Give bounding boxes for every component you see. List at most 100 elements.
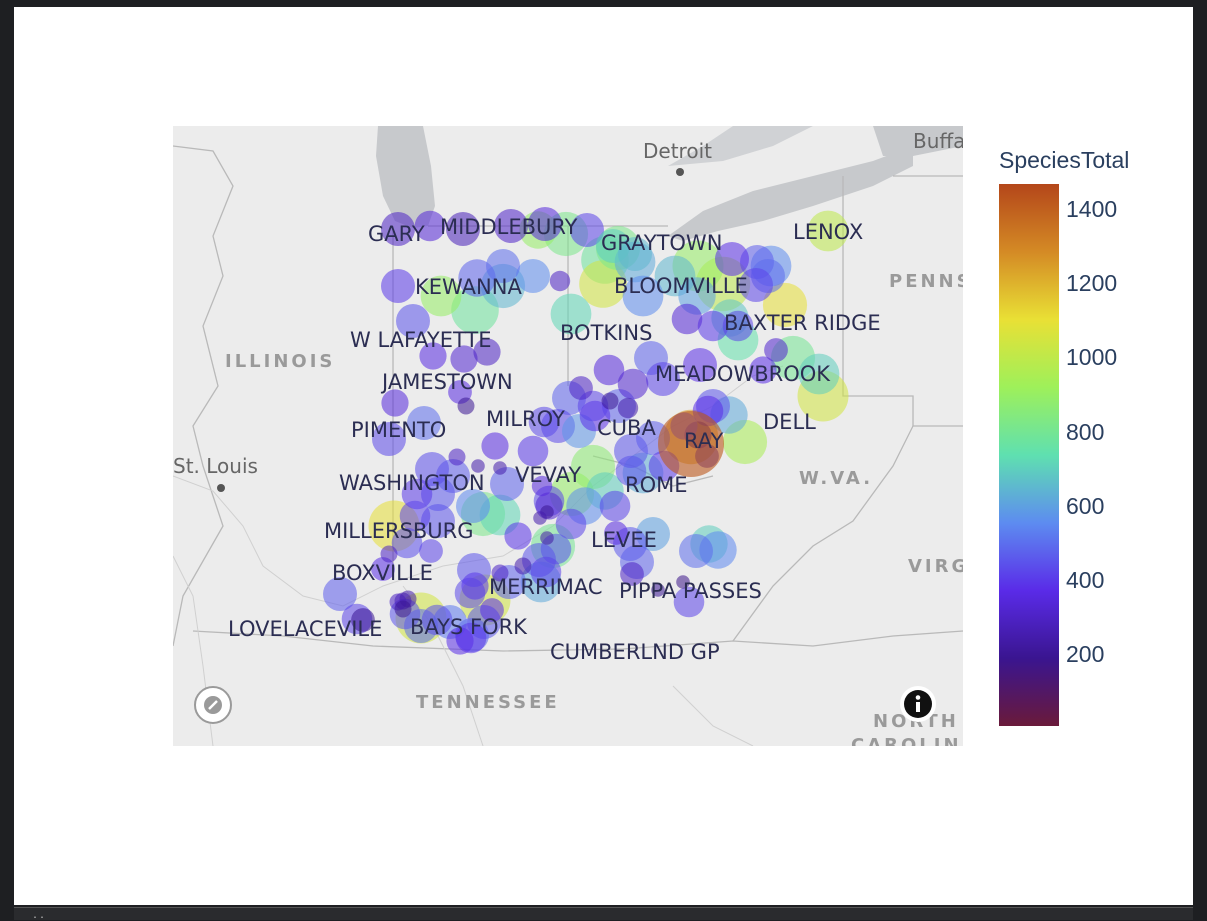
site-bubble[interactable] xyxy=(473,338,501,366)
city-st-louis: St. Louis xyxy=(173,454,258,478)
site-bubble[interactable] xyxy=(381,212,415,246)
site-bubble[interactable] xyxy=(517,435,549,467)
site-bubble[interactable] xyxy=(798,353,840,395)
site-bubble[interactable] xyxy=(414,210,446,242)
site-bubble[interactable] xyxy=(533,511,547,525)
site-bubble[interactable] xyxy=(569,376,593,400)
site-bubble[interactable] xyxy=(617,397,639,419)
site-bubble[interactable] xyxy=(446,212,480,246)
site-label: BAXTER RIDGE xyxy=(724,311,881,335)
site-bubble[interactable] xyxy=(646,362,680,396)
site-bubble[interactable] xyxy=(486,249,520,283)
detroit-marker xyxy=(676,168,684,176)
site-label: MILROY xyxy=(486,407,565,431)
info-icon[interactable] xyxy=(899,685,937,723)
site-bubble[interactable] xyxy=(456,489,490,523)
site-bubble[interactable] xyxy=(399,500,431,532)
site-bubble[interactable] xyxy=(415,452,449,486)
site-bubble[interactable] xyxy=(593,354,625,386)
site-bubble[interactable] xyxy=(391,527,423,559)
site-bubble[interactable] xyxy=(555,508,587,540)
site-bubble[interactable] xyxy=(601,392,619,410)
site-bubble[interactable] xyxy=(372,422,406,456)
site-bubble[interactable] xyxy=(494,209,528,243)
site-bubble[interactable] xyxy=(617,368,649,400)
site-bubble[interactable] xyxy=(764,338,788,362)
site-bubble[interactable] xyxy=(550,293,592,335)
site-bubble[interactable] xyxy=(421,604,453,636)
site-bubble[interactable] xyxy=(480,598,504,622)
site-bubble[interactable] xyxy=(622,275,664,317)
site-bubble[interactable] xyxy=(651,583,665,597)
site-bubble[interactable] xyxy=(420,275,462,317)
site-bubble[interactable] xyxy=(530,556,562,588)
site-bubble[interactable] xyxy=(715,242,749,276)
site-bubble[interactable] xyxy=(722,310,754,342)
lake-ontario xyxy=(873,126,963,156)
site-label: PIPPA PASSES xyxy=(619,579,762,603)
site-bubble[interactable] xyxy=(516,259,550,293)
site-bubble[interactable] xyxy=(446,627,474,655)
state-illinois: ILLINOIS xyxy=(225,351,335,372)
site-bubble[interactable] xyxy=(380,545,398,563)
site-label: BOTKINS xyxy=(560,321,652,345)
site-bubble[interactable] xyxy=(401,478,433,510)
site-bubble[interactable] xyxy=(396,304,430,338)
site-bubble[interactable] xyxy=(683,348,717,382)
site-bubble[interactable] xyxy=(615,455,647,487)
site-bubble[interactable] xyxy=(549,270,571,292)
site-bubble[interactable] xyxy=(481,432,509,460)
site-bubble[interactable] xyxy=(419,342,447,370)
site-bubble[interactable] xyxy=(528,406,560,438)
site-bubble[interactable] xyxy=(457,397,475,415)
site-bubble[interactable] xyxy=(671,303,703,335)
site-bubble[interactable] xyxy=(323,577,357,611)
site-bubble[interactable] xyxy=(749,356,777,384)
colorbar-tick: 1400 xyxy=(1066,195,1118,222)
site-bubble[interactable] xyxy=(676,575,690,589)
site-bubble[interactable] xyxy=(394,600,412,618)
site-bubble[interactable] xyxy=(381,269,415,303)
site-bubble[interactable] xyxy=(514,557,532,575)
site-bubble[interactable] xyxy=(570,213,604,247)
site-bubble[interactable] xyxy=(407,406,441,440)
site-bubble[interactable] xyxy=(471,459,485,473)
site-bubble[interactable] xyxy=(491,564,509,582)
city-detroit: Detroit xyxy=(643,139,712,163)
site-bubble[interactable] xyxy=(807,210,849,252)
site-label: RAY xyxy=(684,429,723,453)
site-bubble[interactable] xyxy=(679,534,713,568)
site-label: MEADOWBROOK xyxy=(655,362,831,386)
site-bubble[interactable] xyxy=(528,207,562,241)
site-bubble[interactable] xyxy=(448,448,466,466)
site-bubble[interactable] xyxy=(618,237,652,271)
site-bubble[interactable] xyxy=(504,522,532,550)
site-bubble[interactable] xyxy=(381,389,409,417)
site-bubble[interactable] xyxy=(658,411,724,477)
site-bubble[interactable] xyxy=(531,475,553,497)
site-bubble[interactable] xyxy=(351,608,375,632)
map-panel[interactable]: Detroit Buffa St. Louis ILLINOIS PENNS W… xyxy=(173,126,963,746)
site-label: BLOOMVILLE xyxy=(614,274,748,298)
compass-icon[interactable] xyxy=(193,685,233,725)
site-bubble[interactable] xyxy=(697,310,729,342)
site-bubble[interactable] xyxy=(371,557,395,581)
site-bubble[interactable] xyxy=(599,490,631,522)
site-label: JAMESTOWN xyxy=(380,370,513,394)
site-label: DELL xyxy=(763,410,816,434)
site-bubble[interactable] xyxy=(490,467,524,501)
site-bubble[interactable] xyxy=(540,531,554,545)
site-bubble[interactable] xyxy=(604,521,628,545)
colorbar xyxy=(999,184,1059,726)
site-bubble[interactable] xyxy=(493,461,507,475)
site-bubble[interactable] xyxy=(579,260,627,308)
colorbar-tick: 200 xyxy=(1066,641,1105,668)
site-bubble[interactable] xyxy=(762,282,808,328)
site-bubble[interactable] xyxy=(673,586,705,618)
site-bubble[interactable] xyxy=(461,572,489,600)
site-bubble[interactable] xyxy=(419,539,443,563)
site-bubble[interactable] xyxy=(620,562,644,586)
site-bubble[interactable] xyxy=(739,268,773,302)
site-bubble[interactable] xyxy=(450,345,478,373)
site-labels: GARY MIDDLEBURY GRAYTOWN LENOX KEWANNA B… xyxy=(228,215,881,664)
